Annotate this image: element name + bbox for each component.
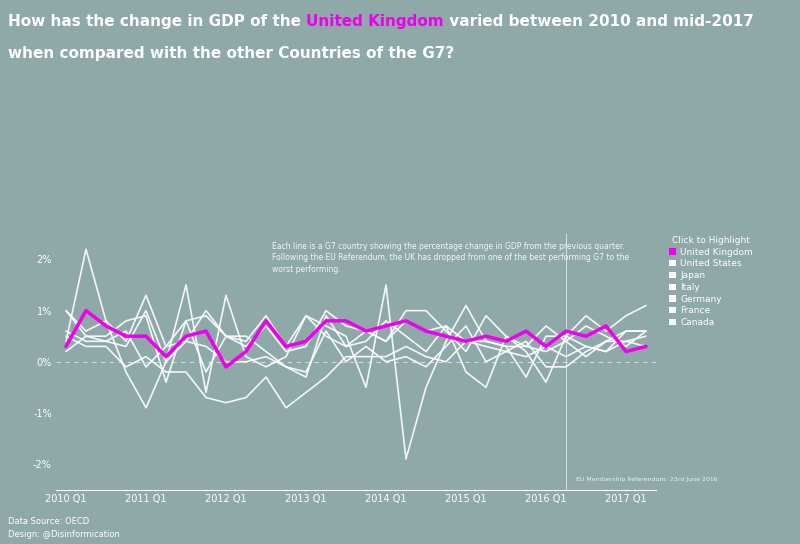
Text: United Kingdom: United Kingdom: [306, 14, 444, 29]
Legend: United Kingdom, United States, Japan, Italy, Germany, France, Canada: United Kingdom, United States, Japan, It…: [666, 233, 755, 330]
Text: Data Source: OECD: Data Source: OECD: [8, 517, 90, 526]
Text: when compared with the other Countries of the G7?: when compared with the other Countries o…: [8, 46, 454, 61]
Text: EU Membership Referendum: 23rd June 2016: EU Membership Referendum: 23rd June 2016: [576, 477, 718, 482]
Text: Each line is a G7 country showing the percentage change in GDP from the previous: Each line is a G7 country showing the pe…: [272, 242, 629, 274]
Text: varied between 2010 and mid-2017: varied between 2010 and mid-2017: [444, 14, 754, 29]
Text: How has the change in GDP of the: How has the change in GDP of the: [8, 14, 306, 29]
Text: Design: @Disinformication: Design: @Disinformication: [8, 530, 120, 540]
